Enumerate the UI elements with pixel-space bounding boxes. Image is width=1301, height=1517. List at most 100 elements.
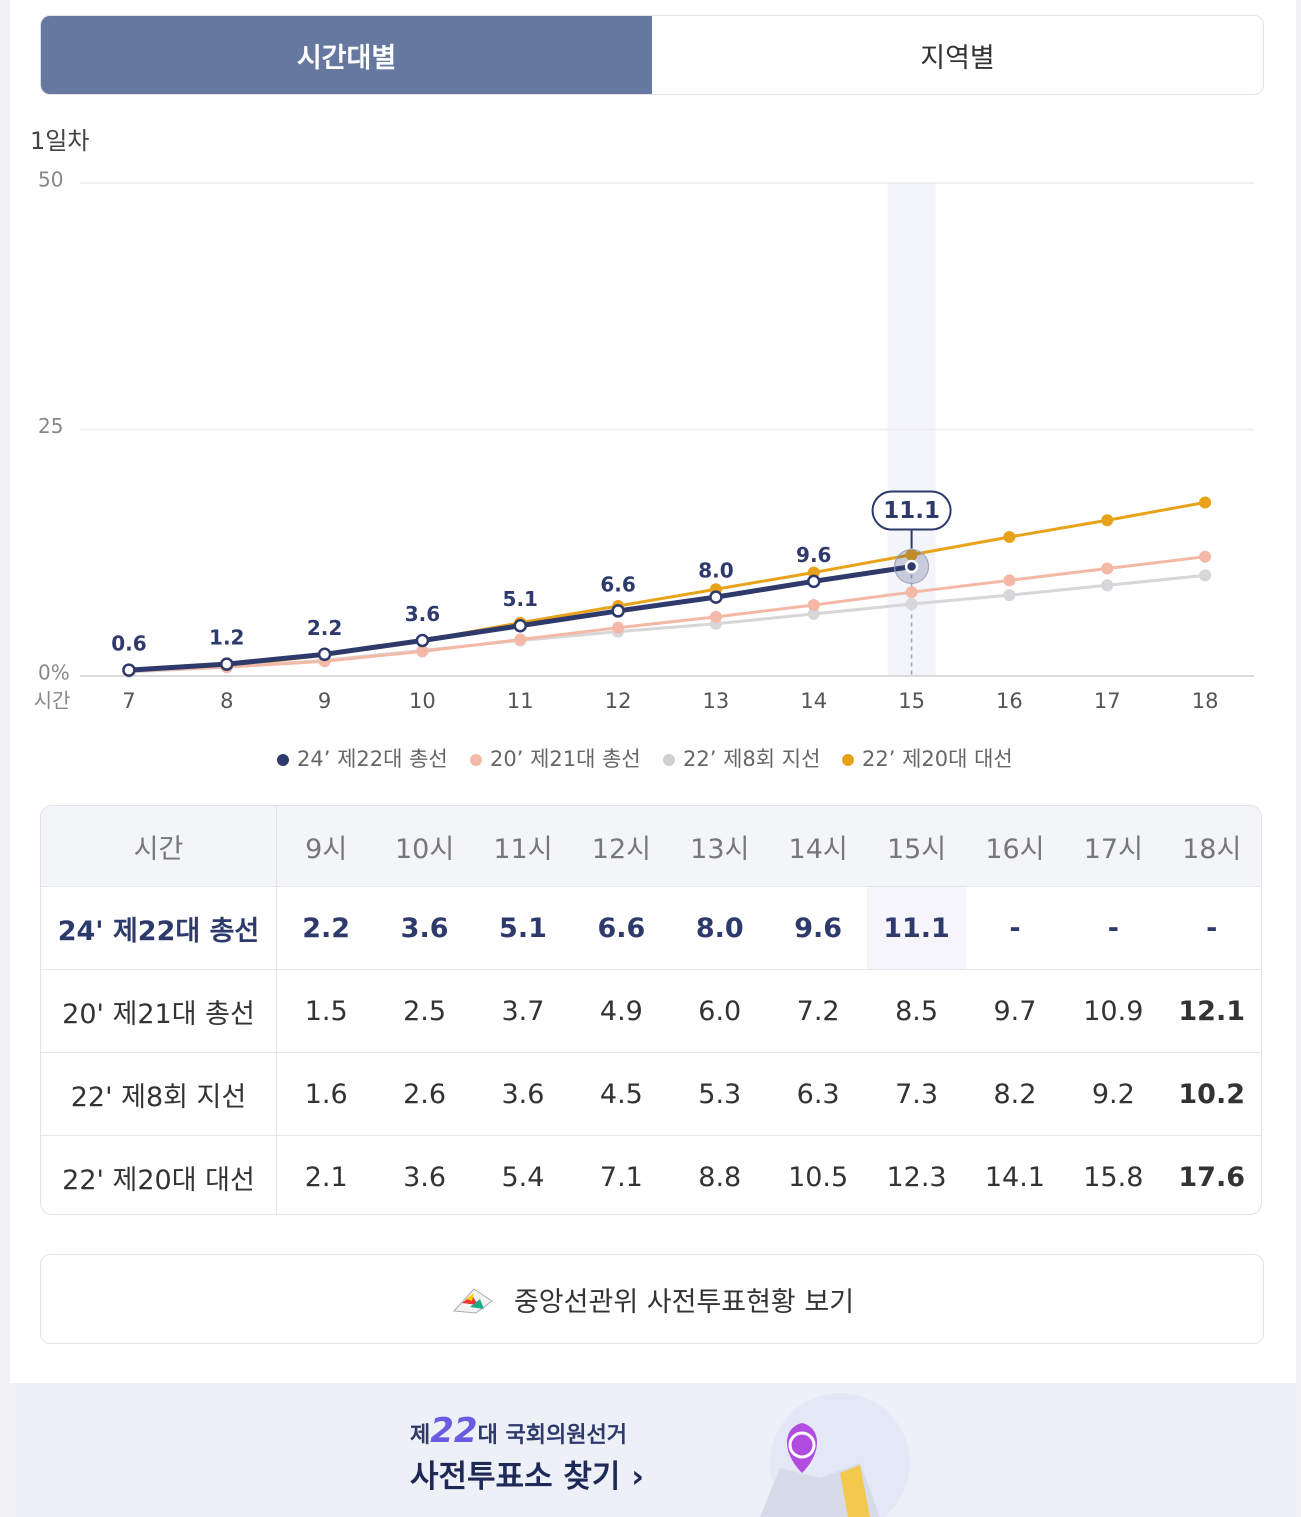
table-cell: 11시 — [493, 833, 553, 865]
table-cell: 6.3 — [796, 1078, 840, 1110]
legend-dot — [470, 754, 482, 766]
tab[interactable]: 지역별 — [920, 42, 995, 74]
y-tick-label: 50 — [38, 168, 63, 192]
text: 국회의원선거 — [505, 1423, 627, 1448]
x-tick-label: 17 — [1094, 689, 1121, 713]
point — [905, 598, 918, 611]
point — [611, 604, 625, 618]
data-label: 11.1 — [883, 498, 940, 524]
x-tick-label: 18 — [1192, 689, 1219, 713]
legend-label: 22’ 제20대 대선 — [862, 747, 1013, 771]
legend-dot — [842, 754, 854, 766]
table-cell: 3.6 — [501, 1078, 545, 1110]
table-cell: 8.0 — [695, 912, 744, 944]
point — [1003, 530, 1016, 543]
table-cell: 6.0 — [698, 995, 742, 1027]
table-cell: 8.5 — [895, 995, 939, 1027]
table-row: 22' 제20대 대선 2.1 3.6 5.4 7.1 8.8 10.5 12.3 14.1 15… — [41, 1135, 1261, 1214]
point — [416, 645, 429, 658]
table-cell: 9시 — [305, 833, 348, 865]
table-cell: 4.5 — [599, 1078, 643, 1110]
point — [1199, 550, 1212, 563]
tab[interactable]: 시간대별 — [41, 16, 652, 94]
series-line — [128, 555, 1206, 673]
table-cell: 4.9 — [599, 995, 643, 1027]
legend-label: 24’ 제22대 총선 — [297, 747, 448, 771]
map-illustration — [760, 1393, 910, 1517]
point — [904, 559, 919, 574]
table-cell: 20' 제21대 총선 — [41, 970, 277, 1052]
table-cell: 5.4 — [501, 1161, 545, 1193]
banner-subtitle: 제22대 국회의원선거 — [410, 1411, 627, 1451]
data-label: 9.6 — [796, 543, 831, 567]
table-cell: 1.6 — [304, 1078, 348, 1110]
point — [1101, 579, 1114, 592]
table-cell: 24' 제22대 총선 — [41, 887, 277, 969]
table-cell: 6.6 — [597, 912, 646, 944]
point — [807, 574, 821, 589]
banner[interactable]: 제22대 국회의원선거 사전투표소 찾기 › — [10, 1383, 1296, 1517]
y-tick-label: 25 — [38, 414, 63, 438]
table-cell: 3.7 — [501, 995, 545, 1027]
point — [415, 633, 430, 648]
table-cell: 22' 제20대 대선 — [41, 1136, 277, 1214]
legend-dot — [277, 754, 289, 766]
table-cell: 13시 — [690, 833, 750, 865]
table-header: 시간 9시 10시 11시 12시 13시 14시 15시 16시 17시 18시 — [41, 806, 1261, 886]
table-row: 20' 제21대 총선 1.5 2.5 3.7 4.9 6.0 7.2 8.5 9.7 10.9 1… — [41, 969, 1261, 1052]
table-cell: 8.2 — [993, 1078, 1037, 1110]
data-label: 8.0 — [698, 559, 733, 583]
table-cell: 8.8 — [698, 1161, 742, 1193]
point — [612, 621, 625, 634]
data-label: 5.1 — [503, 587, 538, 611]
table-cell: 16시 — [985, 833, 1045, 865]
point — [1003, 574, 1016, 587]
table-cell: 2.5 — [403, 995, 447, 1027]
table-cell: 10시 — [394, 833, 455, 865]
data-label: 3.6 — [405, 602, 440, 626]
chart-title: 1일차 — [30, 127, 89, 155]
nec-button[interactable]: 중앙선관위 사전투표현황 보기 — [40, 1254, 1264, 1344]
callout-box — [871, 490, 952, 531]
table-cell: 17시 — [1083, 833, 1143, 865]
button-label: 중앙선관위 사전투표현황 보기 — [513, 1286, 855, 1318]
text: 대 — [477, 1423, 498, 1448]
x-tick-label: 14 — [800, 689, 827, 713]
table-cell: 7.1 — [599, 1161, 643, 1193]
point — [1101, 562, 1114, 575]
text: 제 — [410, 1423, 431, 1448]
screen: 시간대별 지역별 시간 9시 10시 11시 12시 13시 14시 15시 16시 17시 18시… — [10, 0, 1296, 1517]
data-label: 6.6 — [600, 572, 635, 596]
chart: 1일차 시간 0% 25 50 7 8 9 10 11 12 13 14 15 16 17 18 0.6 1.2… — [30, 127, 1254, 771]
table-cell: 3.6 — [400, 912, 449, 944]
banner-title: 사전투표소 찾기 › — [410, 1459, 645, 1495]
x-tick-label: 11 — [507, 689, 534, 713]
point — [709, 610, 722, 623]
table-cell: 시간 — [41, 806, 277, 886]
data-label: 0.6 — [111, 632, 146, 656]
table-cell: 1.5 — [304, 995, 348, 1027]
x-tick-label: 13 — [703, 689, 730, 713]
table-cell: 9.2 — [1091, 1078, 1135, 1110]
table-cell: - — [1009, 912, 1021, 944]
point — [807, 599, 820, 612]
table-cell: 10.9 — [1083, 995, 1144, 1027]
table-cell: 7.2 — [796, 995, 840, 1027]
point — [1003, 589, 1016, 602]
point — [220, 657, 234, 671]
legend-label: 20’ 제21대 총선 — [490, 747, 641, 771]
point — [317, 647, 332, 662]
table-cell: 22' 제8회 지선 — [41, 1053, 277, 1135]
x-tick-label: 7 — [122, 689, 135, 713]
table-cell: 14.1 — [984, 1161, 1045, 1193]
point — [1101, 514, 1114, 527]
x-tick-label: 9 — [318, 689, 331, 713]
text: 사전투표소 찾기 — [410, 1459, 621, 1495]
y-tick-label: 0% — [38, 661, 70, 685]
point — [122, 663, 136, 677]
icon — [452, 1288, 493, 1314]
series-line — [128, 500, 1206, 673]
table-cell: 9.6 — [794, 912, 843, 944]
table-cell: 3.6 — [403, 1161, 447, 1193]
